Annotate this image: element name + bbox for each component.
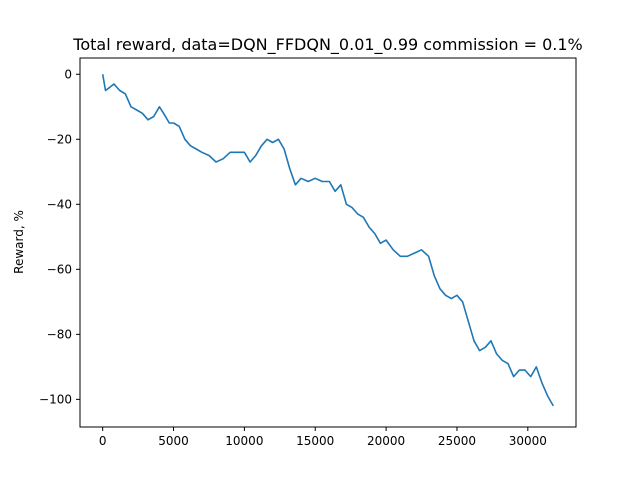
x-tick-label: 20000 <box>367 434 405 448</box>
y-tick-label: −80 <box>47 327 72 341</box>
x-tick-label: 30000 <box>509 434 547 448</box>
y-tick-label: −60 <box>47 262 72 276</box>
y-tick-label: −40 <box>47 197 72 211</box>
y-tick-label: −20 <box>47 132 72 146</box>
x-tick-label: 25000 <box>438 434 476 448</box>
plot-frame <box>79 57 577 428</box>
x-tick-label: 15000 <box>296 434 334 448</box>
x-tick-label: 5000 <box>158 434 189 448</box>
x-tick-label: 10000 <box>225 434 263 448</box>
y-tick-label: 0 <box>64 67 72 81</box>
chart-title: Total reward, data=DQN_FFDQN_0.01_0.99 c… <box>72 35 582 55</box>
series-line <box>101 74 554 407</box>
x-tick-label: 0 <box>99 434 107 448</box>
y-axis-label: Reward, % <box>12 210 26 274</box>
y-tick-label: −100 <box>39 392 72 406</box>
plot-area: 0 5000 10000 15000 20000 25000 30000 0 −20 −40 −60… <box>39 67 554 448</box>
